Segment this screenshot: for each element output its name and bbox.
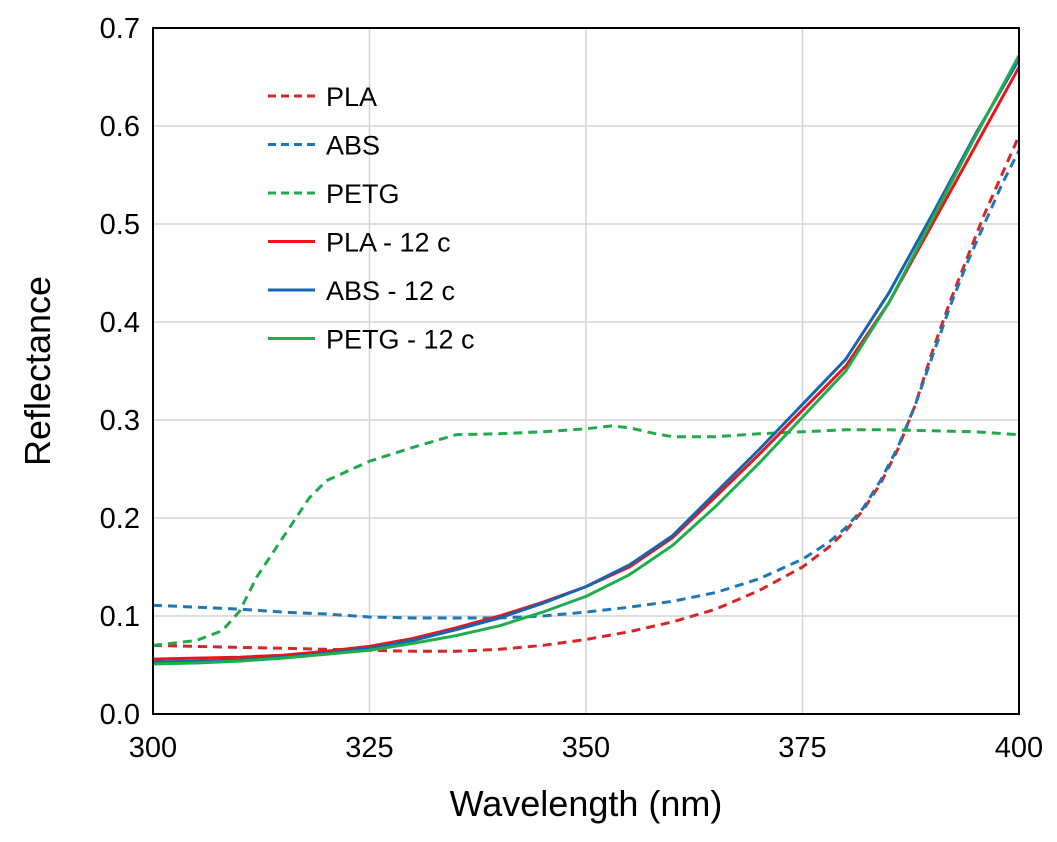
legend: PLA ABS PETG PLA - 12 c ABS - 12 c PETG - 12 … <box>268 82 475 355</box>
x-tick-label: 325 <box>345 732 393 764</box>
y-tick-label: 0.3 <box>100 405 140 437</box>
legend-label: PLA - 12 c <box>326 228 451 258</box>
legend-item: ABS <box>268 131 380 161</box>
legend-label: ABS - 12 c <box>326 276 455 306</box>
y-tick-label: 0.4 <box>100 307 140 339</box>
legend-label: ABS <box>326 131 380 161</box>
legend-item: PLA - 12 c <box>268 228 451 258</box>
x-tick-label: 350 <box>562 732 610 764</box>
legend-item: ABS - 12 c <box>268 276 455 306</box>
x-axis-title: Wavelength (nm) <box>450 783 723 824</box>
legend-label: PETG - 12 c <box>326 325 475 355</box>
y-tick-labels: 0.0 0.1 0.2 0.3 0.4 0.5 0.6 0.7 <box>100 13 140 731</box>
y-tick-label: 0.1 <box>100 601 140 633</box>
y-tick-label: 0.2 <box>100 503 140 535</box>
series-line-pla <box>152 135 1021 653</box>
grid-lines <box>153 28 1019 714</box>
y-tick-label: 0.7 <box>100 13 140 45</box>
y-tick-label: 0.6 <box>100 111 140 143</box>
x-tick-label: 400 <box>995 732 1043 764</box>
legend-item: PETG - 12 c <box>268 325 475 355</box>
series-line-abs <box>152 149 1021 620</box>
legend-item: PLA <box>268 82 377 112</box>
x-tick-labels: 300 325 350 375 400 <box>129 732 1043 764</box>
plot-frame <box>152 27 1020 715</box>
series-lines <box>152 54 1021 666</box>
x-tick-label: 375 <box>778 732 826 764</box>
x-tick-label: 300 <box>129 732 177 764</box>
legend-label: PLA <box>326 82 377 112</box>
series-line-petg <box>152 424 1020 647</box>
legend-label: PETG <box>326 179 400 209</box>
legend-item: PETG <box>268 179 400 209</box>
series-line-petg-12-c <box>152 54 1021 666</box>
y-tick-label: 0.0 <box>100 699 140 731</box>
y-tick-label: 0.5 <box>100 209 140 241</box>
y-axis-title: Reflectance <box>17 276 58 466</box>
